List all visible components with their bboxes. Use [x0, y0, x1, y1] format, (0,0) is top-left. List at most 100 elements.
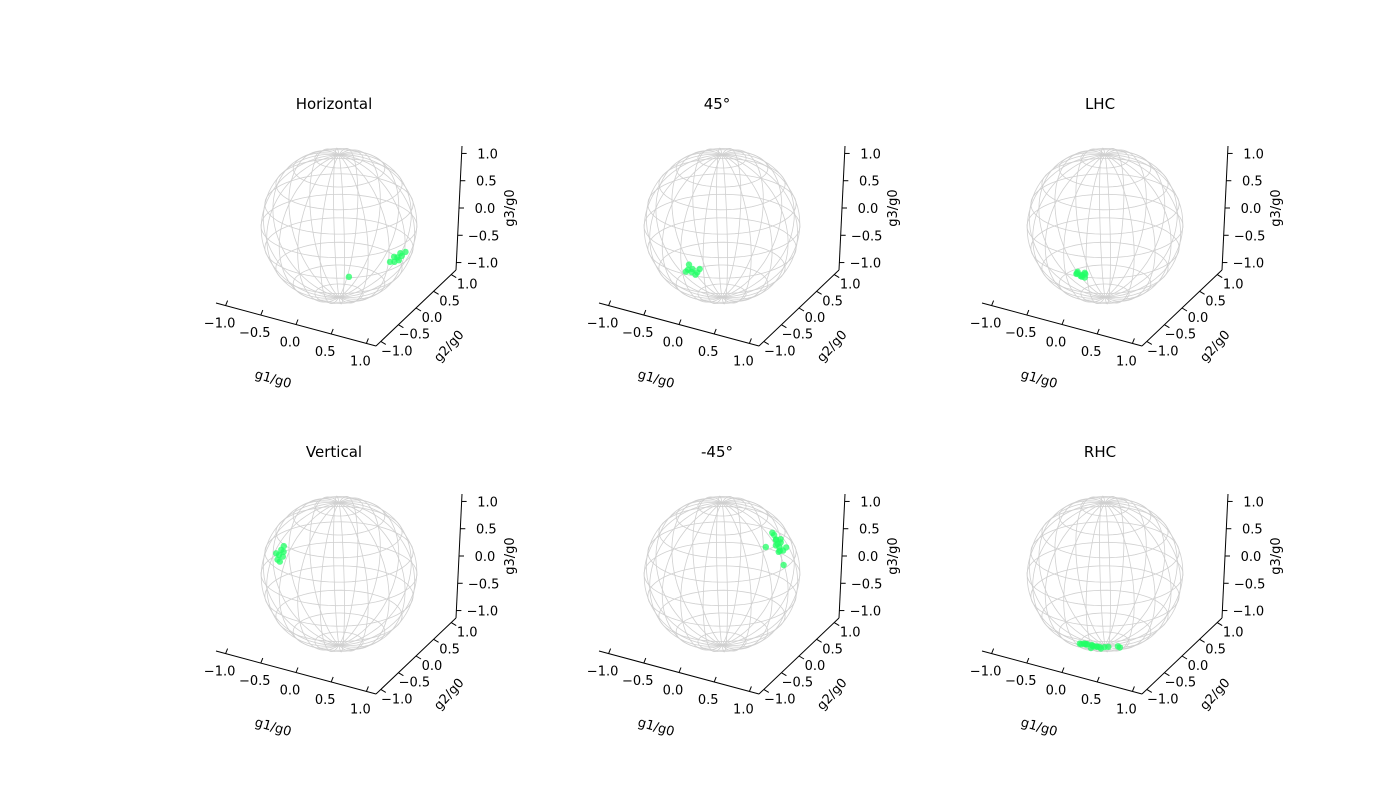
x-tick [643, 657, 647, 664]
x-tick-label: −1.0 [587, 317, 619, 332]
y-tick [816, 290, 822, 295]
x-tick [295, 319, 299, 325]
x-tick [608, 300, 612, 306]
sphere-parallel [697, 495, 747, 517]
sphere-meridian [716, 495, 723, 646]
x-tick [748, 686, 752, 692]
sphere-meridian [702, 154, 723, 305]
z-tick-label: 1.0 [1243, 495, 1264, 510]
y-tick-label: 0.5 [822, 294, 843, 309]
y-tick-label: −1.0 [1147, 344, 1179, 359]
axes [981, 145, 1233, 347]
sphere-meridian [680, 154, 723, 303]
sphere-parallel [314, 495, 364, 517]
sphere-parallel [647, 565, 797, 627]
data-point [276, 558, 283, 565]
sphere-parallel [292, 497, 386, 536]
x-tick [678, 319, 682, 325]
data-point [1116, 644, 1124, 651]
x-tick-label: 0.5 [315, 693, 336, 708]
sphere-meridian [702, 502, 723, 653]
data-point [772, 536, 779, 544]
sphere-wireframe [260, 495, 418, 653]
data-points [1076, 640, 1124, 652]
y-tick-label: −1.0 [764, 344, 796, 359]
y-tick [798, 307, 805, 312]
sphere-parallel [275, 589, 403, 642]
y-tick [763, 341, 770, 345]
data-point [775, 548, 782, 555]
x-tick [748, 338, 752, 344]
subplot-1: Horizontal−1.0−0.50.00.51.0g1/g0−1.0−0.5… [204, 95, 518, 392]
y-tick [816, 638, 822, 643]
sphere-meridian [721, 154, 752, 304]
y-tick [450, 622, 457, 626]
y-tick-label: 1.0 [1223, 278, 1244, 293]
x-tick [260, 309, 264, 316]
data-points [1073, 268, 1089, 281]
x-axis-label: g1/g0 [636, 367, 676, 392]
y-tick-label: 0.5 [439, 294, 460, 309]
y-tick-label: −1.0 [381, 344, 413, 359]
sphere-meridian [1104, 154, 1111, 305]
y-tick [415, 307, 422, 312]
x-tick [1061, 667, 1065, 673]
x-tick-label: 0.5 [1081, 693, 1102, 708]
x-axis-label: g1/g0 [1019, 367, 1059, 392]
sphere-meridian [338, 154, 369, 304]
sphere-meridian [1104, 502, 1135, 652]
sphere-parallel [275, 506, 403, 559]
sphere-meridian [338, 149, 381, 298]
sphere-meridian [721, 502, 728, 653]
z-tick-label: −0.5 [1234, 577, 1266, 592]
data-point [280, 548, 287, 555]
sphere-meridian [333, 147, 340, 298]
sphere-parallel [264, 521, 414, 583]
data-point [772, 542, 780, 549]
z-tick-label: −0.5 [468, 577, 500, 592]
sphere-parallel [1030, 217, 1180, 279]
sphere-meridian [1104, 154, 1135, 304]
z-tick-label: −1.0 [850, 257, 882, 272]
y-tick-label: 0.5 [1205, 642, 1226, 657]
sphere-parallel [1041, 506, 1169, 559]
sphere-wireframe [643, 147, 801, 305]
data-point [1077, 272, 1084, 279]
sphere-meridian [1104, 497, 1147, 646]
x-tick [991, 648, 995, 654]
y-tick [1146, 341, 1153, 345]
y-tick [398, 672, 404, 677]
subplot-title: 45° [704, 95, 731, 113]
sphere-parallel [658, 506, 786, 559]
z-axis-label: g3/g0 [503, 189, 518, 226]
sphere-parallel [1080, 631, 1130, 653]
z-axis-label: g3/g0 [1269, 189, 1284, 226]
y-tick-label: −0.5 [782, 676, 814, 691]
data-points [273, 542, 287, 565]
x-tick-label: 1.0 [1116, 702, 1137, 717]
x-tick [1026, 309, 1030, 316]
data-points [345, 248, 409, 280]
x-tick-label: 0.0 [1046, 336, 1067, 351]
y-tick-label: 0.5 [822, 642, 843, 657]
x-tick-label: −0.5 [1005, 326, 1037, 341]
sphere-parallel [697, 283, 747, 305]
sphere-parallel [1030, 565, 1180, 627]
sphere-meridian [297, 154, 340, 303]
sphere-parallel [275, 158, 403, 211]
y-tick-label: −0.5 [1165, 328, 1197, 343]
y-tick-label: 1.0 [840, 626, 861, 641]
sphere-meridian [1075, 496, 1106, 646]
sphere-parallel [658, 589, 786, 642]
sphere-wireframe [643, 495, 801, 653]
z-tick-label: 0.0 [858, 202, 879, 217]
sphere-meridian [319, 154, 340, 305]
z-tick-label: −0.5 [851, 229, 883, 244]
axes [981, 493, 1233, 695]
data-point [273, 550, 280, 557]
sphere-meridian [680, 502, 723, 651]
sphere-meridian [297, 502, 340, 651]
z-axis-label: g3/g0 [886, 537, 901, 574]
y-tick [1216, 622, 1223, 626]
